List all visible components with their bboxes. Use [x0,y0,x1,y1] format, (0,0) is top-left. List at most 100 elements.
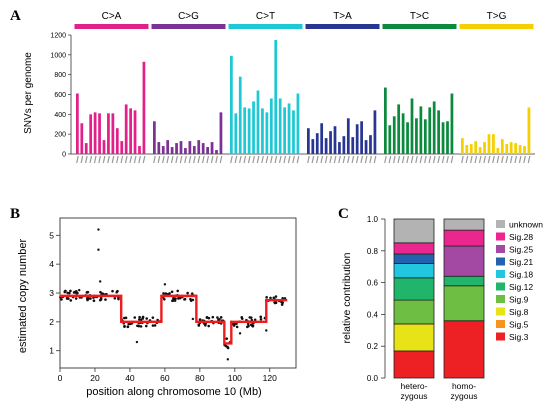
panel-a-x-tick-mark [219,155,223,164]
panel-a-x-tick-mark [406,155,409,164]
panel-b-x-tick-label: 100 [228,373,242,383]
panel-a-x-tick-mark [424,155,427,164]
panel-b-point [111,289,114,293]
panel-a-x-tick-mark [170,155,174,164]
panel-c-legend-swatch [496,320,505,328]
panel-c-bar-segment [393,323,435,352]
panel-b-x-tick-label: 0 [58,373,63,383]
panel-c-bar-segment [393,218,435,244]
panel-b-point [240,317,244,320]
panel-a-bar [292,110,295,154]
panel-b-point [176,289,180,293]
panel-a-x-tick-mark [461,155,464,164]
panel-c-bar-segment [443,320,485,379]
panel-c-y-tick-label: 0.6 [367,279,379,288]
panel-b-point [67,297,70,300]
panel-a-y-tick-label: 1200 [50,33,66,40]
panel-b-y-axis-label: estimated copy number [17,239,29,354]
panel-a-bar [129,108,132,154]
panel-b-ticks: 0 20 40 60 80 100 120 1 2 3 4 5 [49,230,277,383]
panel-a-bar [509,142,513,154]
panel-a-x-tick-mark [215,155,218,164]
panel-a-group-bar [459,24,534,29]
panel-c-legend-swatch [496,270,505,278]
panel-b-point [141,315,145,319]
panel-a-bar [206,147,209,154]
panel-a-bar [478,147,482,154]
panel-c-y-axis: 0.0 0.2 0.4 0.6 0.8 1.0 [367,215,386,383]
panel-a-x-tick-mark [111,155,115,164]
panel-b-point [162,292,165,295]
panel-b-outlier-point [135,340,139,344]
panel-a-bar [483,142,486,154]
panel-b-point [186,291,189,295]
panel-b-point [113,296,117,300]
panel-a-bar [89,114,93,154]
panel-c-legend-label: Sig.28 [509,232,533,242]
panel-a-x-tick-mark [474,155,478,164]
panel-a-bar [296,93,300,154]
panel-b-point [171,299,175,302]
panel-a-x-tick-mark [388,155,392,164]
panel-a-group-bar [151,24,226,29]
panel-a-x-tick-mark [527,155,531,164]
panel-a-bar [346,118,350,154]
panel-b-point [115,290,119,294]
panel-a-y-axis: 0 200 400 600 800 1000 1200 [50,33,535,159]
panel-a-bar [307,128,310,154]
panel-a-x-tick-mark [265,155,269,164]
panel-c-legend-swatch [496,332,505,341]
panel-a-x-tick-mark [492,155,495,164]
panel-c-bar-segment [393,350,435,379]
panel-a-bar [311,139,315,154]
panel-a-bar [437,110,440,154]
panel-a-bar [287,103,291,154]
panel-a-bar [461,138,464,154]
panel-a-group-label: C>A [102,11,122,22]
panel-a-x-tick-mark [437,155,441,164]
panel-a-bar [392,116,396,154]
panel-b-point [198,318,202,322]
panel-a-bar [278,98,282,154]
panel-b-point [72,291,76,294]
panel-a-bar [320,123,324,154]
panel-c-y-tick-label: 0.2 [367,342,379,351]
panel-a-x-tick-mark [410,155,414,164]
panel-b-point [205,316,209,319]
panel-a-group-label: T>C [410,11,429,22]
panel-a-bar [201,143,205,154]
panel-a-y-tick-label: 1000 [50,52,66,59]
panel-b-points [59,228,287,361]
panel-a-bar [446,121,449,154]
panel-a-x-tick-mark [278,155,282,164]
panel-a-bar [261,108,264,154]
panel-a-bar [527,107,531,154]
panel-a-x-tick-mark [397,155,401,164]
panel-a-y-tick-label: 0 [62,152,66,159]
panel-a-bar [523,146,526,154]
panel-a-x-tick-mark [166,155,170,164]
panel-a-x-tick-mark [446,155,449,164]
panel-b-point [74,297,78,300]
panel-a-x-tick-mark [283,155,287,164]
panel-a-x-tick-mark [342,155,346,164]
panel-c-bar-segment [393,242,435,255]
panel-a-x-tick-mark [364,155,368,164]
panel-b-point [246,322,250,326]
panel-b-point [64,289,67,293]
panel-a-bar [496,148,500,154]
panel-a-x-tick-mark [201,155,205,164]
panel-a-bar [252,101,255,154]
panel-a-bar [329,131,332,154]
panel-b-point [197,324,201,327]
panel-a-y-tick-label: 800 [54,72,66,79]
panel-a-y-tick-label: 200 [54,132,66,139]
panel-a-bar [351,137,355,154]
panel-b-point [235,325,239,329]
panel-c-legend-label: Sig.9 [509,295,529,305]
panel-b-x-tick-label: 80 [195,373,205,383]
panel-a-x-tick-mark [373,155,377,164]
panel-b-point [211,315,215,319]
